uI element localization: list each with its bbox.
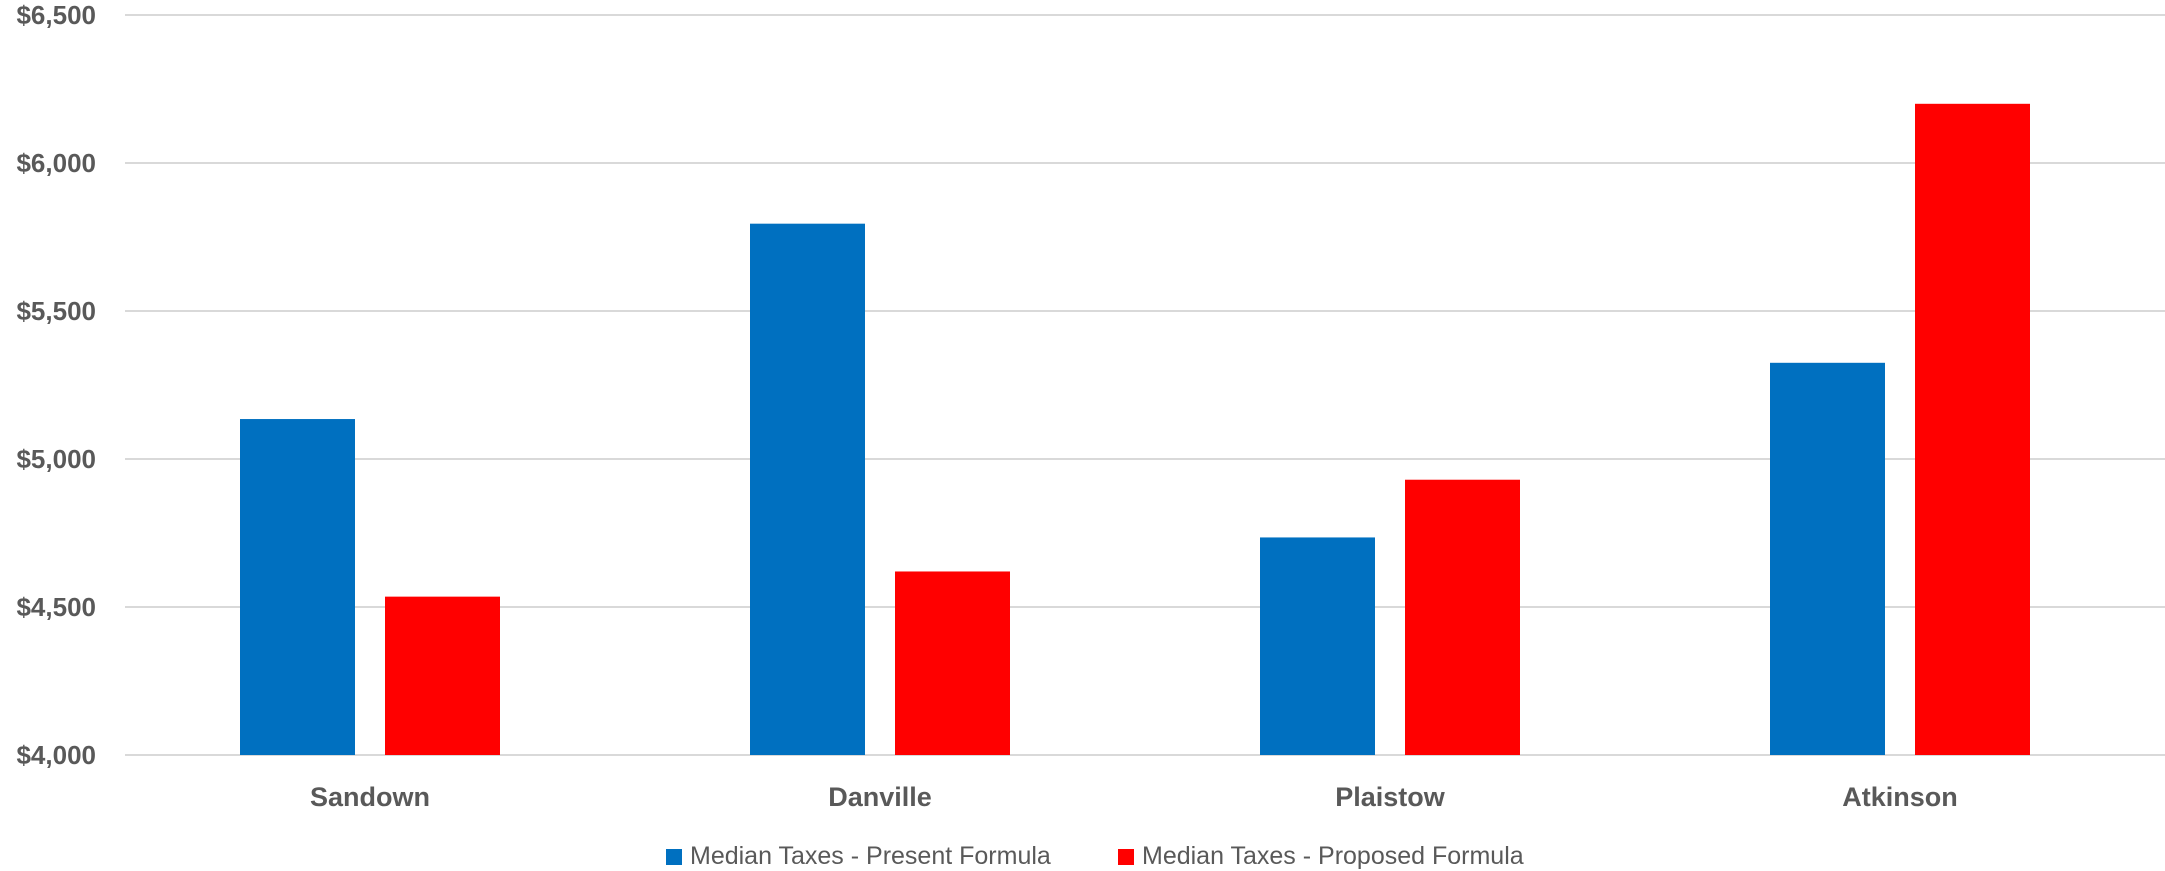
bar-sandown-proposed xyxy=(385,596,500,755)
x-category-label: Atkinson xyxy=(1842,782,1958,812)
y-axis-tick-labels: $4,000 $4,500 $5,000 $5,500 $6,000 $6,500 xyxy=(16,0,96,770)
x-category-label: Danville xyxy=(828,782,932,812)
bar-plaistow-proposed xyxy=(1405,479,1520,755)
bars xyxy=(240,103,2030,756)
bar-danville-present xyxy=(750,223,865,755)
y-tick-label: $6,000 xyxy=(16,148,96,178)
y-tick-label: $4,500 xyxy=(16,592,96,622)
y-tick-label: $4,000 xyxy=(16,740,96,770)
bar-atkinson-proposed xyxy=(1915,103,2030,756)
legend-label: Median Taxes - Proposed Formula xyxy=(1142,842,1524,870)
legend: Median Taxes - Present Formula Median Tax… xyxy=(666,842,1524,870)
bar-atkinson-present xyxy=(1770,362,1885,755)
x-category-label: Sandown xyxy=(310,782,430,812)
legend-label: Median Taxes - Present Formula xyxy=(690,842,1051,870)
bar-sandown-present xyxy=(240,419,355,755)
bar-danville-proposed xyxy=(895,571,1010,755)
legend-swatch xyxy=(1118,849,1134,865)
y-tick-label: $6,500 xyxy=(16,0,96,30)
y-tick-label: $5,000 xyxy=(16,444,96,474)
x-axis-category-labels: Sandown Danville Plaistow Atkinson xyxy=(310,782,1958,812)
y-tick-label: $5,500 xyxy=(16,296,96,326)
legend-swatch xyxy=(666,849,682,865)
bar-plaistow-present xyxy=(1260,537,1375,755)
x-category-label: Plaistow xyxy=(1335,782,1446,812)
